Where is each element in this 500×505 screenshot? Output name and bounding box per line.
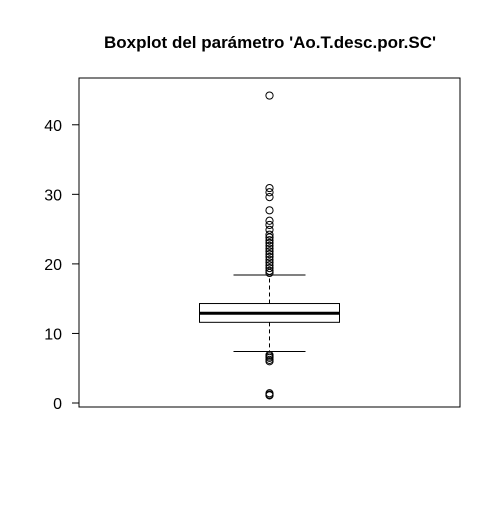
outlier-point — [266, 184, 273, 191]
outlier-points — [266, 92, 273, 399]
boxplot — [200, 275, 340, 352]
y-tick-label: 40 — [44, 118, 62, 135]
y-tick-label: 0 — [53, 396, 62, 413]
outlier-point — [266, 217, 273, 224]
y-tick-label: 30 — [44, 187, 62, 204]
y-tick-label: 20 — [44, 257, 62, 274]
outlier-point — [266, 207, 273, 214]
chart-title: Boxplot del parámetro 'Ao.T.desc.por.SC' — [104, 33, 436, 52]
outlier-point — [266, 92, 273, 99]
outlier-point — [266, 194, 273, 201]
y-tick-label: 10 — [44, 326, 62, 343]
y-axis: 0 10 20 30 40 — [44, 118, 79, 413]
